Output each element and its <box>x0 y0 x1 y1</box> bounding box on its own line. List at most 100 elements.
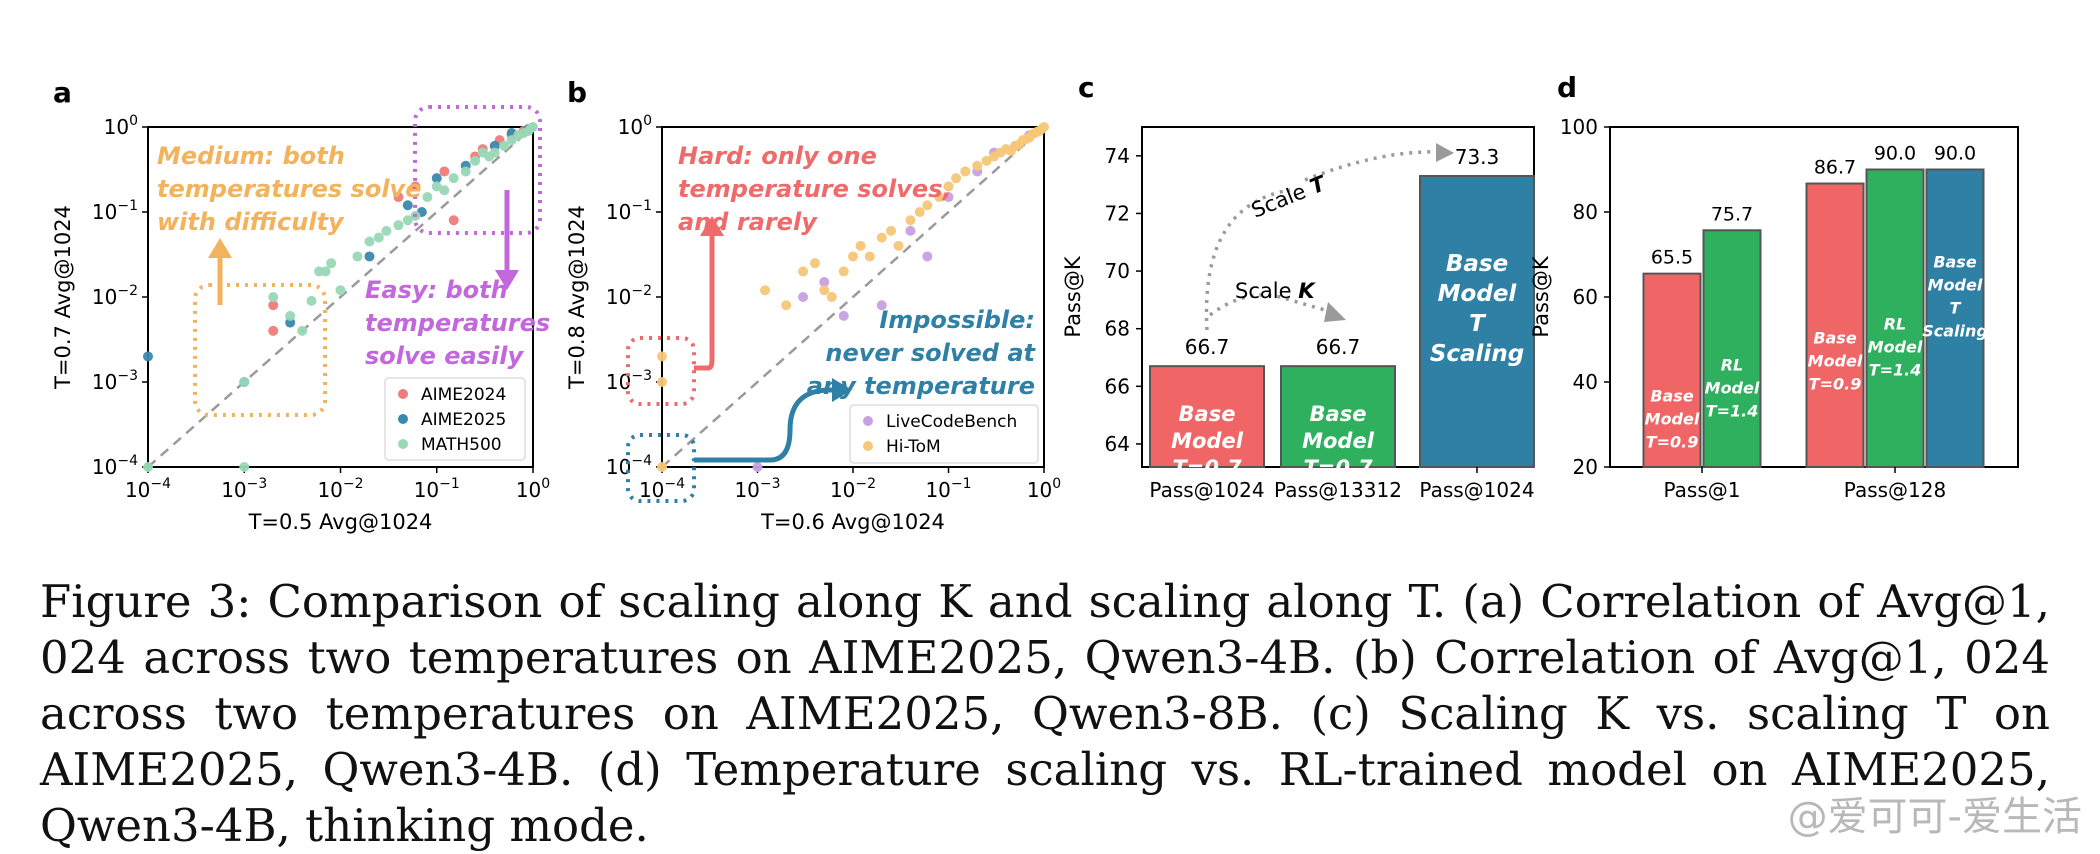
data-point-math500 <box>239 377 250 387</box>
panel-d: d 20 40 60 80 100 Pass@K 65.5 Base Model T=0.9 75.7… <box>1529 71 2019 502</box>
data-point-hi-tom <box>972 160 983 171</box>
bar <box>1865 168 1925 468</box>
bar <box>1642 272 1702 468</box>
y-tick-label: 60 <box>1573 285 1598 309</box>
y-tick-label: 66 <box>1105 374 1130 398</box>
data-point-livecodebench <box>922 251 933 262</box>
data-point-aime2024 <box>393 192 404 203</box>
y-tick-label: 10−1 <box>606 198 652 224</box>
bar-value-label: 90.0 <box>1874 143 1916 165</box>
bar <box>1925 168 1985 468</box>
data-point-hi-tom <box>1014 139 1025 150</box>
data-point-math500 <box>320 266 331 277</box>
bar-inner-text: Base Model T Scaling <box>1922 253 1988 341</box>
legend-label: AIME2025 <box>421 410 506 430</box>
easy-arrow-head <box>495 270 519 290</box>
data-point-math500 <box>143 462 153 472</box>
y-axis-label: T=0.7 Avg@1024 <box>51 205 75 390</box>
data-point-hi-tom <box>657 351 667 362</box>
x-tick-label: 10−2 <box>317 476 363 502</box>
data-point-hi-tom <box>914 207 925 217</box>
data-point-hi-tom <box>809 258 820 269</box>
data-point-hi-tom <box>826 292 837 302</box>
data-point-hi-tom <box>838 266 849 277</box>
scale-k-label: Scale K <box>1235 279 1316 303</box>
data-point-hi-tom <box>657 377 667 387</box>
y-tick-label: 10−4 <box>606 453 652 479</box>
data-point-hi-tom <box>905 215 916 226</box>
x-axis-label: T=0.5 Avg@1024 <box>248 510 433 534</box>
data-point-hi-tom <box>848 251 858 262</box>
x-tick-label: 100 <box>516 476 550 502</box>
hard-annotation: Hard: only one temperature solves, and rar… <box>678 142 952 236</box>
y-tick-label: 100 <box>1560 115 1598 139</box>
data-point-math500 <box>439 185 450 196</box>
scale-t-label: Scale T <box>1248 171 1330 223</box>
bar-inner-text: Base Model T Scaling <box>1430 251 1524 367</box>
y-tick-label: 20 <box>1573 455 1598 479</box>
data-point-aime2025 <box>402 200 413 211</box>
y-tick-label: 10−2 <box>92 283 138 309</box>
figure-3: a 10−4 10−3 10−2 10−1 100 10−4 10−3 10−2 10−1 100 T… <box>51 71 2019 534</box>
bar <box>1280 365 1396 469</box>
data-point-math500 <box>525 123 536 134</box>
y-tick-label: 74 <box>1105 144 1130 168</box>
impossible-arrow <box>694 387 836 463</box>
scale-k-arrow-head <box>1324 302 1346 322</box>
y-tick-label: 72 <box>1105 201 1130 225</box>
bar <box>1149 365 1265 469</box>
data-point-livecodebench <box>905 225 916 236</box>
scale-t-arrow-1 <box>1204 188 1291 331</box>
data-point-math500 <box>470 155 481 166</box>
data-point-aime2025 <box>143 351 153 362</box>
y-axis-label: Pass@K <box>1529 255 1553 337</box>
legend-marker <box>863 441 873 451</box>
x-tick-label: 10−4 <box>125 476 171 502</box>
bar <box>1805 182 1865 468</box>
legend-marker <box>398 439 408 449</box>
easy-annotation: Easy: both temperatures solve easily <box>365 276 550 370</box>
data-point-hi-tom <box>943 181 954 192</box>
data-point-aime2024 <box>448 215 459 226</box>
y-tick-label: 10−2 <box>606 283 652 309</box>
x-tick-label: 10−4 <box>639 476 685 502</box>
x-tick-label: 10−1 <box>925 476 971 502</box>
panel-label: a <box>53 76 72 109</box>
legend-marker <box>398 414 408 424</box>
y-tick-label: 80 <box>1573 200 1598 224</box>
bar-inner-text: Base Model T=0.9 <box>1645 387 1700 452</box>
panel-b: b 10−4 10−3 10−2 10−1 100 10−4 10−3 10−2 10−1 100 T… <box>565 76 1061 534</box>
data-point-math500 <box>489 147 500 158</box>
hard-arrow-head <box>700 216 724 236</box>
data-point-hi-tom <box>951 173 962 184</box>
data-point-math500 <box>326 258 337 269</box>
x-axis-label: T=0.6 Avg@1024 <box>760 510 945 534</box>
data-point-math500 <box>239 462 250 472</box>
bar-value-label: 86.7 <box>1814 157 1856 179</box>
x-tick-label: 10−1 <box>414 476 460 502</box>
data-point-math500 <box>448 173 459 184</box>
data-point-aime2025 <box>431 173 442 184</box>
legend-label: LiveCodeBench <box>886 412 1017 432</box>
data-point-math500 <box>373 232 384 243</box>
panel-a: a 10−4 10−3 10−2 10−1 100 10−4 10−3 10−2 10−1 100 T… <box>51 76 550 534</box>
x-tick-label: 10−3 <box>221 476 267 502</box>
bar-inner-text: RL Model T=1.4 <box>1868 315 1923 380</box>
bar-value-label: 90.0 <box>1934 143 1976 165</box>
bar-value-label: 66.7 <box>1316 335 1361 359</box>
bar-inner-text: Base Model T=0.7 <box>1302 402 1375 480</box>
impossible-arrow-head <box>832 378 852 402</box>
medium-region-box <box>193 283 327 417</box>
panel-label: c <box>1078 71 1095 104</box>
data-point-hi-tom <box>657 462 667 472</box>
data-point-hi-tom <box>934 192 945 203</box>
y-axis-label: T=0.8 Avg@1024 <box>565 205 589 390</box>
data-point-math500 <box>285 310 296 321</box>
y-tick-label: 70 <box>1105 259 1130 283</box>
data-point-hi-tom <box>855 240 866 251</box>
data-point-math500 <box>381 225 392 236</box>
data-point-livecodebench <box>943 192 954 203</box>
legend-marker <box>863 416 873 426</box>
diagonal-line <box>661 126 1045 468</box>
